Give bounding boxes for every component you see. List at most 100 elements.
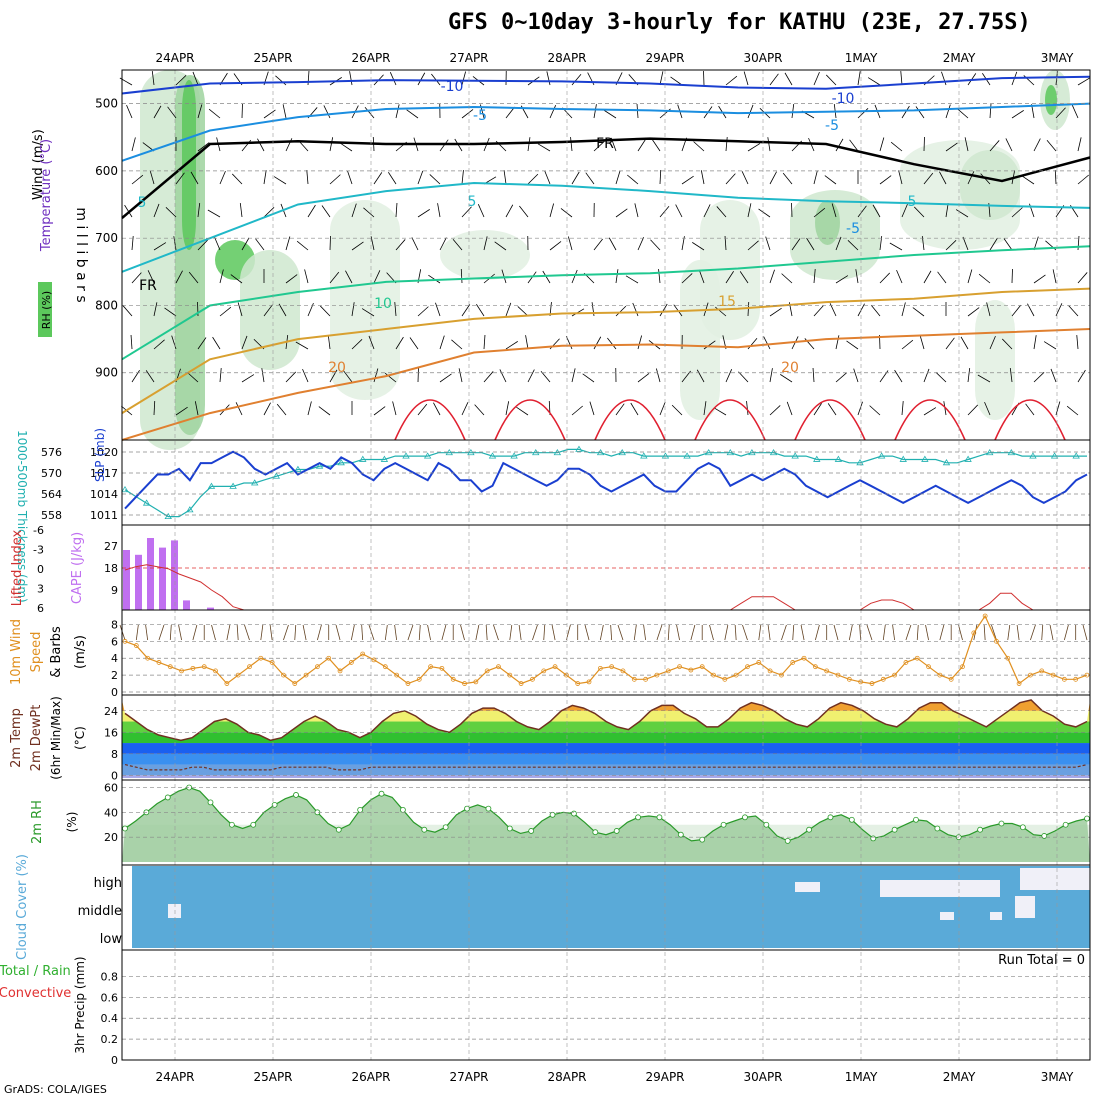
temp-contour-FR <box>121 137 1091 219</box>
upper-wind-barb <box>373 406 386 416</box>
wind10-marker <box>835 672 841 678</box>
wind10-barb <box>543 624 546 641</box>
upper-wind-barb <box>593 238 603 251</box>
upper-wind-barb <box>476 304 485 317</box>
wind10-marker <box>790 660 796 665</box>
wind10-barb <box>1007 624 1011 641</box>
upper-wind-barb <box>813 71 820 86</box>
thickness-tick: 576 <box>41 446 62 459</box>
upper-wind-barb <box>615 403 625 416</box>
upper-wind-barb <box>537 143 551 152</box>
rh2m-marker <box>913 816 919 823</box>
rh2m-marker <box>378 790 385 797</box>
cloud-axis-label: Cloud Cover (%) <box>15 854 30 960</box>
slp-tick: 1017 <box>90 467 118 480</box>
rh-side-label: RH (%) <box>40 291 53 329</box>
temp2m-label-4: (°C) <box>73 726 87 750</box>
upper-wind-barb <box>1022 175 1035 185</box>
upper-wind-barb <box>153 302 158 317</box>
upper-wind-barb <box>527 137 531 152</box>
upper-wind-barb <box>505 401 510 416</box>
wind10-marker <box>518 681 524 686</box>
temp2m-line <box>124 699 1088 742</box>
wind10-marker <box>994 638 999 644</box>
wind10-marker <box>914 655 920 661</box>
rh2m-marker <box>806 826 812 833</box>
upper-wind-barb <box>549 105 557 119</box>
pressure-axis-label: m i l l i b a r s <box>73 207 89 302</box>
upper-wind-barb <box>637 139 646 152</box>
upper-wind-barb <box>901 339 914 350</box>
upper-wind-barb <box>1011 304 1022 317</box>
upper-wind-barb <box>302 368 309 383</box>
upper-wind-barb <box>546 71 551 86</box>
upper-wind-barb <box>637 373 650 383</box>
upper-wind-barb <box>937 271 947 284</box>
li-tick: -6 <box>33 524 44 537</box>
upper-wind-barb <box>855 269 859 284</box>
upper-wind-barb <box>439 237 447 251</box>
rh2m-marker <box>442 824 449 831</box>
precip-tick: 0 <box>111 1054 118 1067</box>
cloud-gap <box>1015 896 1035 918</box>
wind10-barb <box>211 624 216 641</box>
wind10-barb <box>724 624 729 641</box>
li-tick: 0 <box>37 563 44 576</box>
wind10-barb <box>709 624 714 641</box>
upper-wind-barb <box>780 374 793 383</box>
upper-wind-barb <box>483 371 494 383</box>
wind10-marker <box>552 664 558 670</box>
wind10-marker <box>348 660 354 665</box>
upper-wind-barb <box>207 209 221 218</box>
upper-wind-barb <box>890 141 903 152</box>
temp2m-label-2: 2m DewPt <box>29 705 44 772</box>
upper-wind-barb <box>542 270 551 284</box>
wind10-marker <box>824 668 830 674</box>
wind10-marker <box>903 660 909 665</box>
upper-wind-barb <box>725 137 728 152</box>
upper-wind-barb <box>1077 236 1080 251</box>
thickness-marker <box>683 452 691 459</box>
upper-wind-barb <box>593 104 597 119</box>
wind10-barb <box>368 624 375 641</box>
wind10-tick: 6 <box>111 635 118 648</box>
wind10-marker <box>428 664 433 670</box>
upper-wind-barb <box>1001 338 1013 350</box>
wind10-marker <box>722 676 728 682</box>
cape-bar <box>147 538 154 610</box>
cape-bar <box>207 607 214 610</box>
thickness-marker <box>251 479 259 486</box>
upper-wind-barb <box>149 170 155 185</box>
upper-wind-barb <box>306 170 309 185</box>
upper-wind-barb <box>1025 403 1035 416</box>
upper-wind-barb <box>197 337 207 350</box>
thickness-marker <box>380 455 389 462</box>
contour-label: 20 <box>781 360 799 376</box>
upper-wind-barb <box>769 171 777 185</box>
wind10-barb <box>418 624 421 641</box>
wind10-marker <box>1050 672 1056 678</box>
wind10-barb <box>848 624 853 641</box>
upper-wind-barb <box>164 307 177 317</box>
wind10-tick: 4 <box>111 652 118 665</box>
wind10-barb <box>643 624 647 641</box>
wind10-marker <box>303 672 309 678</box>
rh2m-marker <box>250 821 257 828</box>
wind10-barb <box>260 624 264 641</box>
upper-wind-barb <box>703 204 711 218</box>
temp2m-label-3: (6hr Min/Max) <box>49 696 63 780</box>
upper-wind-barb <box>716 206 727 218</box>
upper-wind-barb <box>758 208 771 218</box>
upper-wind-barb <box>923 172 934 185</box>
precip-panel <box>121 949 1091 1061</box>
thickness-marker <box>488 452 497 459</box>
thickness-marker <box>164 512 172 520</box>
contour-label: -10 <box>441 79 464 95</box>
upper-wind-barb <box>741 171 749 185</box>
upper-wind-barb <box>1077 272 1088 284</box>
wind10-marker <box>982 613 988 619</box>
upper-wind-barb <box>857 205 867 218</box>
upper-wind-barb <box>153 242 167 251</box>
li-axis-label: Lifted Index <box>10 529 25 606</box>
upper-wind-barb <box>370 236 375 251</box>
